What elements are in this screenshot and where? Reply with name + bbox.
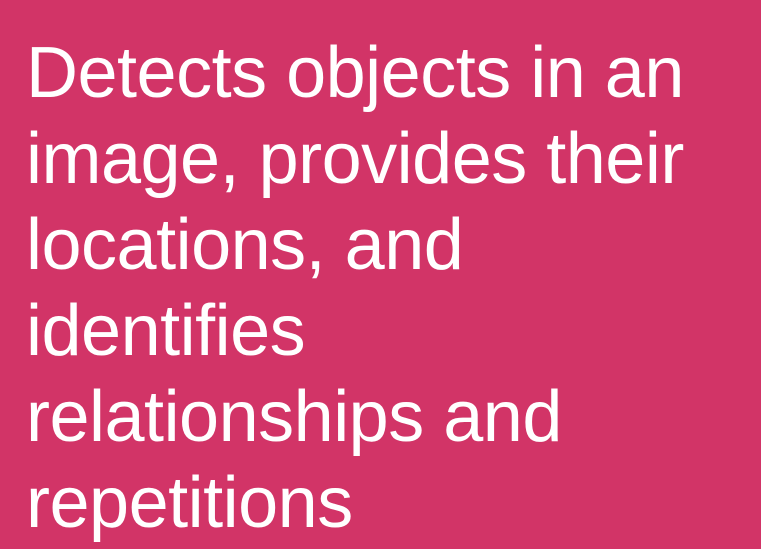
description-line: Detects objects in an [26, 33, 684, 113]
description-line: repetitions [26, 463, 353, 543]
feature-description: Detects objects in an image, provides th… [26, 30, 741, 546]
description-line: locations, and [26, 205, 464, 285]
description-line: identifies [26, 291, 306, 371]
description-line: relationships and [26, 377, 562, 457]
description-line: image, provides their [26, 119, 684, 199]
